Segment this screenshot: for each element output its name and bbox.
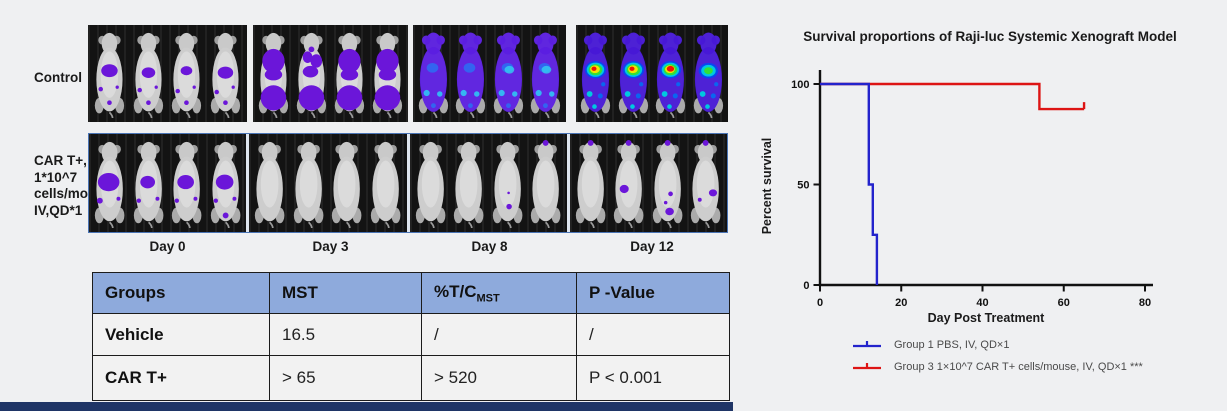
imaging-panel-control-0 <box>88 25 247 122</box>
imaging-panel-control-1 <box>253 25 408 122</box>
table-row-cart: CAR T+ > 65 > 520 P < 0.001 <box>92 355 730 401</box>
chart-legend: Group 1 PBS, IV, QD×1 Group 3 1×10^7 CAR… <box>852 337 1143 374</box>
mouse-image <box>372 32 403 119</box>
mouse-image <box>531 139 561 229</box>
mouse-image <box>581 32 611 119</box>
vehicle-tc-cell: / <box>421 313 577 356</box>
mouse-image <box>133 141 164 229</box>
mouse-image <box>614 139 644 229</box>
table-row-vehicle: Vehicle 16.5 / / <box>92 313 730 356</box>
mouse-image <box>255 141 285 229</box>
vehicle-mst-cell: 16.5 <box>269 313 422 356</box>
header-tc: %T/CMST <box>421 272 577 314</box>
chart-title: Survival proportions of Raji-luc Systemi… <box>803 29 1177 44</box>
mouse-image <box>693 32 723 119</box>
mouse-image <box>652 139 683 229</box>
imaging-panel-cart-1 <box>249 134 407 232</box>
mouse-image <box>492 141 523 229</box>
mouse-image <box>210 141 241 229</box>
svg-text:60: 60 <box>1058 297 1070 309</box>
mouse-image <box>332 141 362 229</box>
mouse-image <box>454 141 484 229</box>
day-label-2: Day 8 <box>471 239 508 254</box>
mouse-image <box>334 32 365 119</box>
imaging-panel-control-2 <box>413 25 566 122</box>
mouse-image <box>95 141 125 229</box>
mouse-image <box>656 32 686 119</box>
slide-footer-bar <box>0 402 733 411</box>
imaging-panel-cart-3 <box>569 134 727 232</box>
mouse-image <box>531 32 561 119</box>
header-groups: Groups <box>92 272 270 314</box>
cart-p-cell: P < 0.001 <box>576 355 730 401</box>
imaging-panel-cart-2 <box>409 134 567 232</box>
survival-chart: 0 20 40 60 80 0 50 100 <box>791 70 1153 309</box>
blue-survival-marker-icon <box>853 340 881 347</box>
y-axis-label: Percent survival <box>760 137 774 235</box>
legend-label-cart: Group 3 1×10^7 CAR T+ cells/mouse, IV, Q… <box>894 360 1143 373</box>
mouse-image <box>575 139 606 229</box>
vehicle-group-cell: Vehicle <box>92 313 270 356</box>
cart-tc-cell: > 520 <box>421 355 577 401</box>
cart-group-cell: CAR T+ <box>92 355 270 401</box>
header-tc-main: %T/C <box>434 281 477 301</box>
x-axis-label: Day Post Treatment <box>927 311 1045 325</box>
legend-label-pbs: Group 1 PBS, IV, QD×1 <box>894 338 1010 351</box>
header-p-value: P -Value <box>576 272 730 314</box>
table-header-row: Groups MST %T/CMST P -Value <box>92 272 730 314</box>
results-table: Groups MST %T/CMST P -Value Vehicle 16.5… <box>92 272 730 401</box>
svg-text:100: 100 <box>791 79 809 91</box>
mouse-image <box>691 139 721 229</box>
mouse-image <box>618 32 648 119</box>
cart-mst-cell: > 65 <box>269 355 422 401</box>
day-label-3: Day 12 <box>630 239 674 254</box>
svg-text:40: 40 <box>976 297 988 309</box>
header-tc-sub: MST <box>476 292 500 305</box>
mouse-image <box>211 32 241 119</box>
legend-item-cart: Group 3 1×10^7 CAR T+ cells/mouse, IV, Q… <box>852 359 1143 374</box>
cart-group-label-line: 1*10^7 <box>34 169 78 185</box>
svg-text:50: 50 <box>797 180 809 192</box>
mouse-image <box>456 32 486 119</box>
mouse-image <box>172 32 202 119</box>
vehicle-p-cell: / <box>576 313 730 356</box>
imaging-panel-control-3 <box>576 25 728 122</box>
cart-group-label-line: CAR T+, <box>34 153 87 168</box>
mouse-image <box>172 141 202 229</box>
mouse-image <box>293 141 324 229</box>
day-label-0: Day 0 <box>149 239 186 254</box>
mouse-image <box>418 32 448 119</box>
mouse-image <box>370 141 401 229</box>
red-survival-marker-icon <box>853 362 881 369</box>
mouse-image <box>493 32 523 119</box>
mouse-image <box>415 141 446 229</box>
imaging-strip-cart <box>88 133 728 233</box>
header-mst: MST <box>269 272 422 314</box>
svg-text:0: 0 <box>817 297 823 309</box>
legend-item-pbs: Group 1 PBS, IV, QD×1 <box>852 337 1143 352</box>
mouse-image <box>133 32 163 119</box>
cart-group-label-line: IV,QD*1 <box>34 202 83 218</box>
mouse-image <box>258 32 289 119</box>
day-label-1: Day 3 <box>312 239 349 254</box>
imaging-panel-cart-0 <box>89 134 247 232</box>
svg-text:80: 80 <box>1139 297 1151 309</box>
svg-text:0: 0 <box>803 280 809 292</box>
svg-text:20: 20 <box>895 297 907 309</box>
mouse-image <box>296 32 327 119</box>
control-group-label: Control <box>34 70 82 85</box>
mouse-image <box>94 32 124 119</box>
